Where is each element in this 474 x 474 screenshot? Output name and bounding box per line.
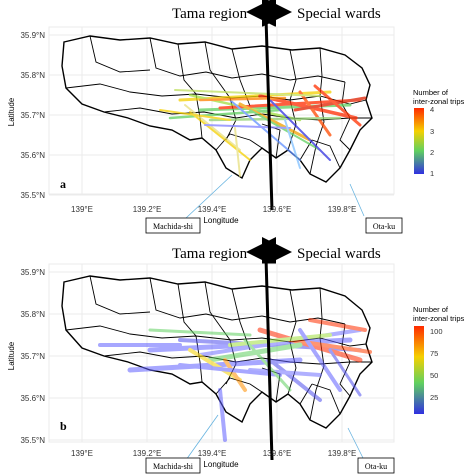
legend-title-line1: Number of [413, 305, 449, 314]
header-tama-region: Tama region [172, 6, 248, 22]
svg-text:35.6°N: 35.6°N [20, 394, 45, 403]
callout-box-machida [145, 217, 201, 234]
svg-text:139.2°E: 139.2°E [133, 205, 162, 214]
svg-text:35.6°N: 35.6°N [20, 151, 45, 160]
svg-text:75: 75 [430, 349, 438, 358]
tokyo-boundary [61, 35, 373, 183]
header-special-wards: Special wards [297, 6, 381, 22]
header-tama-region: Tama region [172, 246, 248, 262]
svg-text:139.6°E: 139.6°E [263, 205, 292, 214]
x-axis-title: Longitude [203, 216, 239, 225]
svg-text:35.8°N: 35.8°N [20, 310, 45, 319]
callout-line-machida [185, 414, 219, 461]
svg-text:139.2°E: 139.2°E [133, 449, 162, 458]
legend-title-line2: inter-zonal trips [413, 97, 465, 106]
callout-line-ota [347, 427, 365, 461]
callout-line-machida [185, 174, 233, 219]
panel-label: a [60, 177, 66, 191]
legend-ticks: 100 75 50 25 [430, 327, 443, 402]
callout-machida: Machida-shi [153, 222, 194, 231]
callout-ota: Ota-ku [373, 222, 395, 231]
svg-text:35.7°N: 35.7°N [20, 111, 45, 120]
svg-text:139.6°E: 139.6°E [263, 449, 292, 458]
svg-text:35.9°N: 35.9°N [20, 31, 45, 40]
y-tick-labels: 35.9°N 35.8°N 35.7°N 35.6°N 35.5°N [20, 268, 45, 445]
svg-text:35.5°N: 35.5°N [20, 436, 45, 445]
panel-b: Tama region Special wards [7, 237, 465, 474]
svg-text:35.8°N: 35.8°N [20, 71, 45, 80]
callout-box-machida [145, 457, 201, 474]
svg-text:35.9°N: 35.9°N [20, 268, 45, 277]
callout-machida: Machida-shi [153, 462, 194, 471]
legend-colorbar [414, 326, 424, 414]
svg-text:4: 4 [430, 105, 434, 114]
x-axis-title: Longitude [203, 460, 239, 469]
svg-text:139.4°E: 139.4°E [198, 205, 227, 214]
legend-title-line1: Number of [413, 88, 449, 97]
svg-text:100: 100 [430, 327, 443, 336]
svg-text:25: 25 [430, 393, 438, 402]
header-special-wards: Special wards [297, 246, 381, 262]
svg-text:139°E: 139°E [71, 205, 93, 214]
panel-a: Tama region Special wards [7, 0, 465, 234]
svg-text:50: 50 [430, 371, 438, 380]
svg-text:139.4°E: 139.4°E [198, 449, 227, 458]
region-divider [264, 17, 274, 211]
svg-text:35.5°N: 35.5°N [20, 191, 45, 200]
callout-ota: Ota-ku [365, 462, 387, 471]
legend-title-line2: inter-zonal trips [413, 314, 465, 323]
svg-text:139.8°E: 139.8°E [328, 205, 357, 214]
svg-text:139.8°E: 139.8°E [328, 449, 357, 458]
legend-ticks: 4 3 2 1 [430, 105, 434, 178]
y-axis-title: Latitude [7, 97, 16, 126]
svg-text:139°E: 139°E [71, 449, 93, 458]
callout-box-ota [365, 217, 403, 234]
flow-lines-a [159, 84, 367, 177]
flow-lines-b [98, 318, 372, 442]
svg-text:3: 3 [430, 127, 434, 136]
panel-label: b [60, 419, 67, 433]
x-tick-labels: 139°E 139.2°E 139.4°E 139.6°E 139.8°E [71, 449, 356, 458]
region-divider [264, 257, 274, 461]
legend-colorbar [414, 108, 424, 174]
y-tick-labels: 35.9°N 35.8°N 35.7°N 35.6°N 35.5°N [20, 31, 45, 200]
callout-line-ota [349, 183, 365, 217]
svg-text:1: 1 [430, 169, 434, 178]
y-axis-title: Latitude [7, 341, 16, 370]
callout-box-ota [357, 457, 395, 474]
svg-text:2: 2 [430, 148, 434, 157]
x-tick-labels: 139°E 139.2°E 139.4°E 139.6°E 139.8°E [71, 205, 356, 214]
svg-text:35.7°N: 35.7°N [20, 352, 45, 361]
